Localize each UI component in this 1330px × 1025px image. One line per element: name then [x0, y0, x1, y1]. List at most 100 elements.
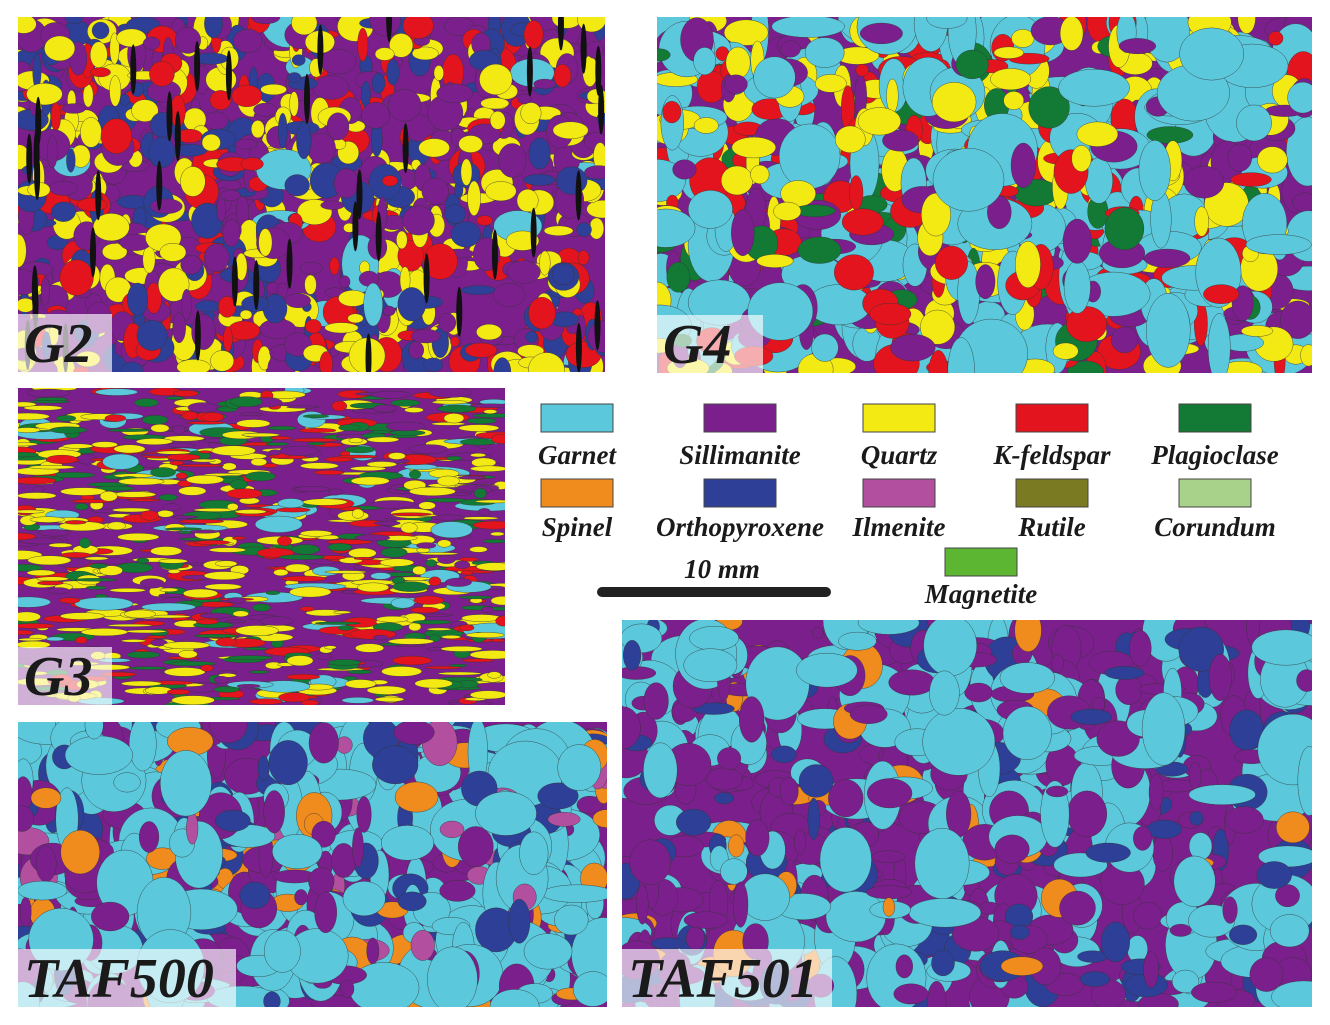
crack — [375, 211, 382, 262]
crack — [575, 170, 582, 221]
mineral-grain — [539, 250, 551, 276]
mineral-grain — [461, 614, 502, 622]
mineral-grain — [389, 33, 414, 58]
mineral-grain — [286, 655, 314, 667]
mineral-grain — [490, 596, 505, 606]
mineral-grain — [382, 175, 398, 187]
mineral-grain — [1251, 629, 1312, 666]
mineral-grain — [45, 454, 78, 464]
mineral-grain — [999, 662, 1055, 694]
panel-label: G3 — [24, 646, 92, 708]
mineral-grain — [198, 450, 212, 454]
mineral-grain — [779, 777, 799, 806]
mineral-grain — [227, 655, 273, 661]
mineral-grain — [18, 412, 50, 421]
mineral-grain — [357, 582, 390, 593]
mineral-grain — [199, 612, 232, 619]
mineral-grain — [390, 512, 432, 517]
mineral-grain — [218, 296, 237, 318]
mineral-grain — [116, 28, 147, 48]
crack — [557, 17, 564, 51]
mineral-grain — [643, 682, 669, 720]
mineral-grain — [244, 647, 268, 651]
mineral-grain — [36, 576, 69, 582]
mineral-grain — [498, 143, 527, 178]
mineral-grain — [32, 486, 45, 493]
mineral-grain — [221, 475, 243, 479]
mineral-grain — [1275, 884, 1300, 908]
mineral-grain — [425, 665, 462, 670]
mineral-grain — [1141, 692, 1186, 766]
mineral-grain — [439, 879, 476, 902]
legend-swatch — [703, 403, 777, 433]
mineral-grain — [794, 829, 806, 855]
label-box — [18, 647, 112, 705]
mineral-grain — [136, 557, 150, 564]
mineral-grain — [470, 453, 487, 458]
mineral-grain — [294, 486, 331, 492]
mineral-grain — [413, 595, 445, 605]
mineral-grain — [90, 41, 108, 68]
crack — [352, 201, 359, 252]
legend-swatch — [944, 547, 1018, 577]
mineral-grain — [723, 19, 769, 46]
mineral-grain — [286, 405, 320, 409]
mineral-grain — [172, 424, 186, 435]
mineral-grain — [387, 88, 422, 122]
mineral-grain — [1104, 666, 1145, 680]
mineral-grain — [576, 222, 592, 237]
label-box — [657, 315, 763, 373]
mineral-grain — [176, 359, 211, 372]
mineral-grain — [235, 138, 257, 150]
mineral-grain — [506, 260, 541, 284]
legend-label: Orthopyroxene — [656, 512, 824, 542]
mineral-grain — [410, 606, 440, 614]
mineral-grain — [74, 503, 89, 511]
mineral-grain — [485, 181, 517, 202]
mineral-grain — [459, 595, 493, 600]
mineral-grain — [285, 673, 321, 680]
mineral-grain — [223, 326, 233, 353]
mineral-grain — [394, 781, 439, 813]
mineral-grain — [1011, 29, 1035, 48]
mineral-grain — [278, 112, 288, 149]
mineral-grain — [50, 102, 61, 131]
mineral-grain — [1241, 325, 1274, 337]
mineral-grain — [102, 453, 140, 470]
mineral-grain — [431, 400, 468, 405]
mineral-grain — [59, 259, 94, 296]
mineral-grain — [18, 564, 43, 572]
mineral-grain — [402, 17, 434, 39]
mineral-grain — [187, 402, 218, 413]
mineral-grain — [523, 20, 544, 49]
mineral-grain — [107, 521, 127, 531]
legend-swatch — [862, 478, 936, 508]
mineral-grain — [278, 692, 311, 703]
mineral-grain — [254, 515, 303, 533]
mineral-grain — [113, 772, 141, 793]
legend-swatch — [1178, 478, 1252, 508]
mineral-grain — [994, 834, 1030, 864]
mineral-grain — [828, 779, 864, 818]
mineral-grain — [128, 722, 157, 772]
mineral-grain — [964, 682, 993, 703]
mineral-grain — [1059, 17, 1084, 51]
mineral-grain — [277, 535, 292, 547]
mineral-grain — [374, 696, 405, 702]
mineral-grain — [99, 491, 118, 502]
mineral-grain — [771, 17, 845, 38]
mineral-grain — [158, 593, 184, 598]
mineral-grain — [750, 164, 770, 185]
crack — [166, 91, 173, 142]
mineral-grain — [1059, 890, 1096, 926]
mineral-grain — [297, 411, 326, 428]
mineral-grain — [857, 620, 920, 635]
mineral-grain — [141, 602, 196, 612]
mineral-grain — [18, 623, 55, 629]
mineral-map: TAF500 — [18, 722, 607, 1007]
mineral-grain — [289, 91, 299, 117]
mineral-grain — [418, 501, 436, 510]
mineral-grain — [347, 669, 373, 675]
mineral-grain — [319, 351, 333, 372]
